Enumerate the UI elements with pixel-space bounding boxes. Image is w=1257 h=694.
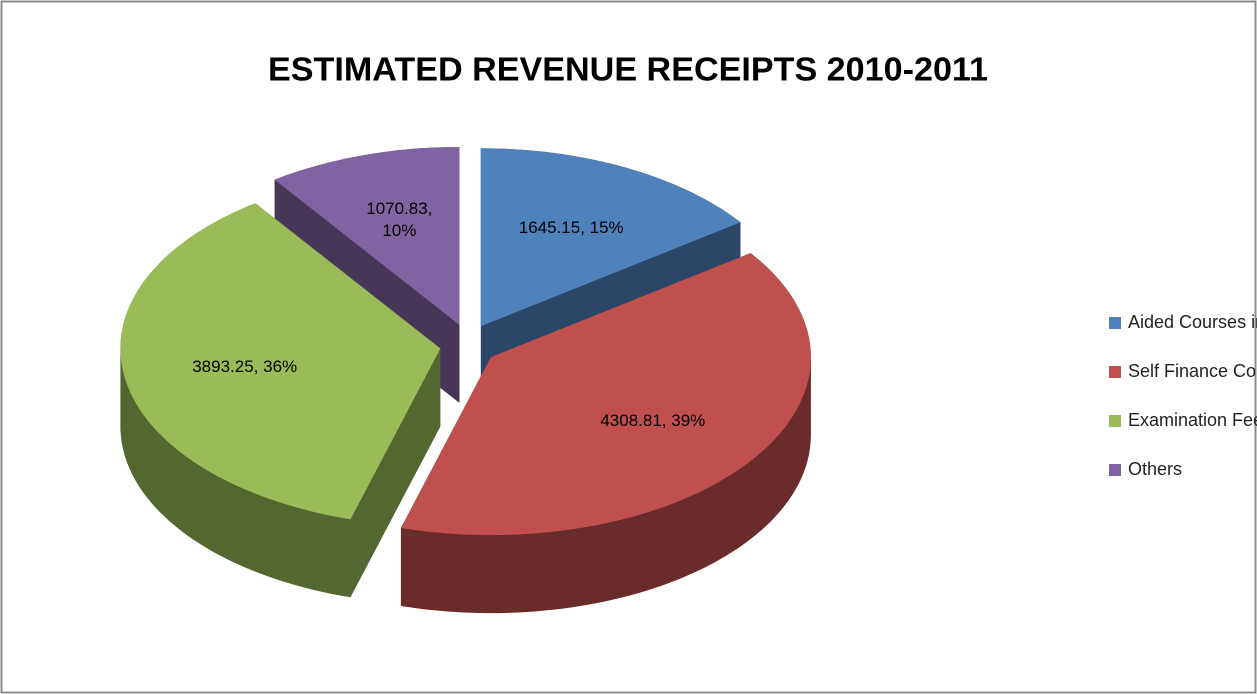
pie-slice-top [120,203,441,520]
legend-swatch [1109,464,1121,476]
pie-slice-top [274,147,460,325]
legend-label: Self Finance Course [1128,361,1257,381]
legend-label: Aided Courses including USOL [1128,312,1257,332]
pie-slice-top [480,148,741,327]
chart-title: ESTIMATED REVENUE RECEIPTS 2010-2011 [268,51,988,88]
pie [120,147,811,614]
legend-swatch [1109,415,1121,427]
data-label: 4308.81, 39% [600,410,706,430]
legend-swatch [1109,366,1121,378]
pie-slice [120,203,441,598]
data-label: 3893.25, 36% [192,356,298,376]
legend-swatch [1109,317,1121,329]
data-label: 1645.15, 15% [518,218,624,238]
data-label: 1070.83, 10% [366,198,433,240]
legend-label: Others [1128,459,1182,479]
legend: Aided Courses including USOL Self Finance… [1109,312,1257,479]
pie-slice-top [400,253,811,536]
legend-label: Examination Fee [1128,410,1257,430]
pie-slice [400,253,811,614]
